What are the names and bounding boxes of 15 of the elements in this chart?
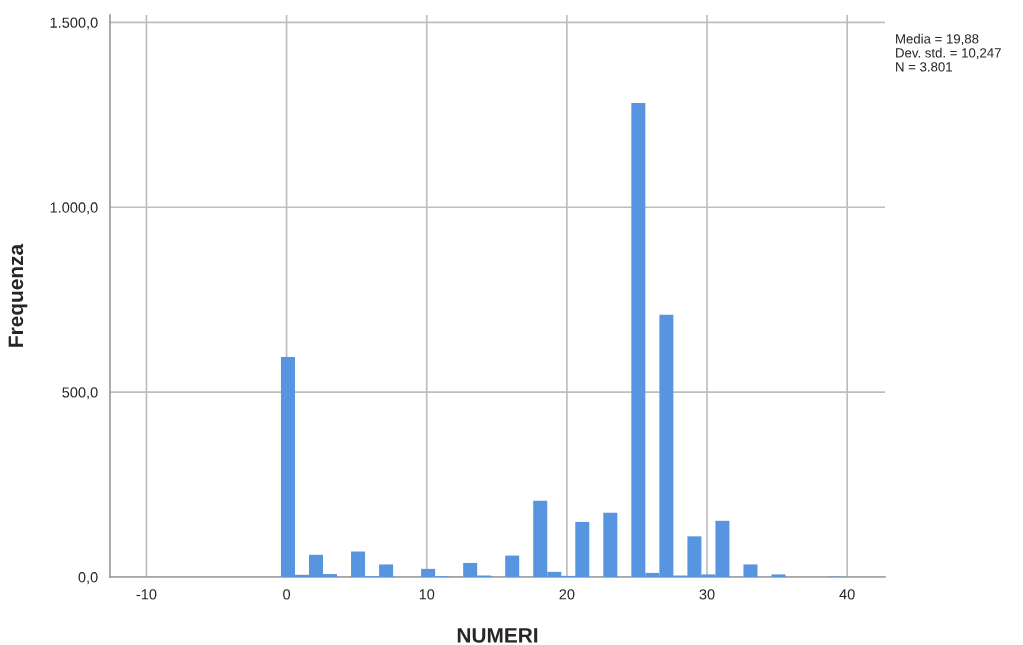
text: Media = 19,88 (896, 33, 979, 46)
x-tick-label: 40 (839, 589, 855, 600)
x-tick-label: 20 (559, 589, 575, 600)
x-tick-label: 30 (699, 589, 715, 600)
x-tick-label: 10 (419, 589, 435, 600)
y-tick-label: 500,0 (62, 387, 98, 400)
text: N = 3.801 (896, 62, 952, 72)
x-axis-title: NUMERI (457, 628, 538, 643)
x-tick-label: -10 (136, 589, 157, 600)
y-tick-label: 1.500,0 (50, 17, 98, 30)
y-tick-label: 1.000,0 (50, 202, 98, 215)
y-tick-label: 0,0 (78, 572, 98, 585)
x-tick-label: 0 (283, 589, 291, 600)
text: Dev. std. = 10,247 (896, 47, 1001, 60)
y-axis-title: Frequenza (8, 243, 28, 347)
